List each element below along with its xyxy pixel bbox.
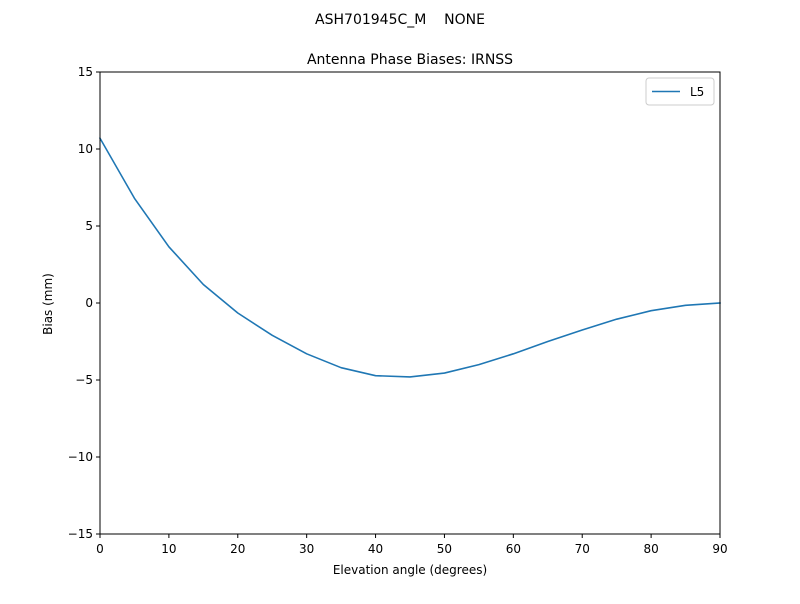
y-axis-ticks: −15 −10 −5 0 5 10 15 bbox=[68, 65, 100, 541]
x-tick-label: 10 bbox=[161, 542, 176, 556]
chart-title: Antenna Phase Biases: IRNSS bbox=[307, 52, 513, 68]
x-tick-label: 30 bbox=[299, 542, 314, 556]
y-tick-label: 10 bbox=[78, 142, 93, 156]
x-tick-label: 50 bbox=[437, 542, 452, 556]
x-tick-label: 40 bbox=[368, 542, 383, 556]
axes-frame bbox=[99, 71, 721, 535]
series-line-l5 bbox=[98, 137, 721, 378]
y-tick-label: 0 bbox=[85, 296, 93, 310]
y-tick-label: −15 bbox=[68, 527, 93, 541]
x-tick-label: 80 bbox=[643, 542, 658, 556]
x-tick-label: 0 bbox=[96, 542, 104, 556]
figure-suptitle: ASH701945C_M NONE bbox=[315, 12, 485, 28]
y-axis-label: Bias (mm) bbox=[41, 273, 55, 335]
y-tick-label: −5 bbox=[75, 373, 93, 387]
x-tick-label: 90 bbox=[712, 542, 727, 556]
x-tick-label: 20 bbox=[230, 542, 245, 556]
y-tick-label: −10 bbox=[68, 450, 93, 464]
legend-label-l5: L5 bbox=[690, 85, 704, 99]
x-axis-ticks: 0 10 20 30 40 50 60 70 80 90 bbox=[96, 534, 728, 556]
y-tick-label: 5 bbox=[85, 219, 93, 233]
x-tick-label: 70 bbox=[575, 542, 590, 556]
series-layer bbox=[98, 137, 721, 378]
legend: L5 bbox=[645, 77, 715, 106]
plot-area bbox=[98, 71, 721, 535]
x-tick-label: 60 bbox=[506, 542, 521, 556]
y-tick-label: 15 bbox=[78, 65, 93, 79]
x-axis-label: Elevation angle (degrees) bbox=[333, 563, 487, 577]
